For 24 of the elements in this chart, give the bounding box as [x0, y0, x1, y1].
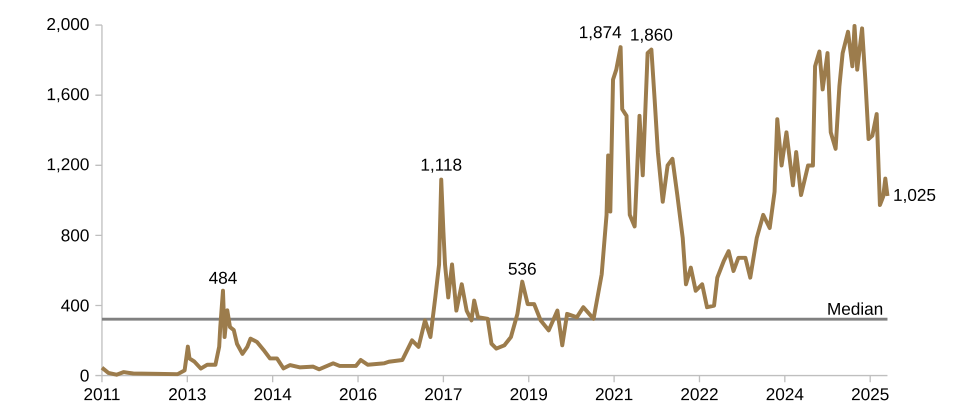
- x-tick-label: 2016: [340, 388, 376, 400]
- x-tick-label: 2022: [681, 388, 718, 400]
- x-tick-label: 2025: [852, 388, 889, 400]
- y-tick-label: 0: [80, 370, 89, 382]
- ref-line-label: Median: [828, 302, 882, 316]
- annotation: 1,874: [580, 26, 622, 40]
- annotation: 1,860: [631, 28, 672, 43]
- y-tick-label: 1,200: [48, 158, 89, 172]
- y-tick-label: 400: [61, 299, 89, 312]
- annotation: 536: [508, 262, 536, 275]
- x-tick-label: 2017: [425, 388, 462, 400]
- y-tick-label: 800: [61, 229, 89, 242]
- x-tick-label: 2013: [169, 388, 206, 400]
- x-tick-label: 2011: [84, 388, 120, 400]
- x-tick-label: 2019: [510, 388, 548, 400]
- line-series: [100, 24, 890, 377]
- annotation: 484: [209, 272, 237, 284]
- y-tick-label: 1,600: [48, 88, 89, 102]
- x-tick-label: 2014: [254, 388, 292, 400]
- x-tick-label: 2021: [596, 388, 632, 400]
- y-tick-label: 2,000: [47, 18, 89, 32]
- annotation: 1,118: [422, 158, 462, 173]
- x-tick-label: 2024: [766, 388, 804, 400]
- annotation: 1,025: [894, 188, 936, 204]
